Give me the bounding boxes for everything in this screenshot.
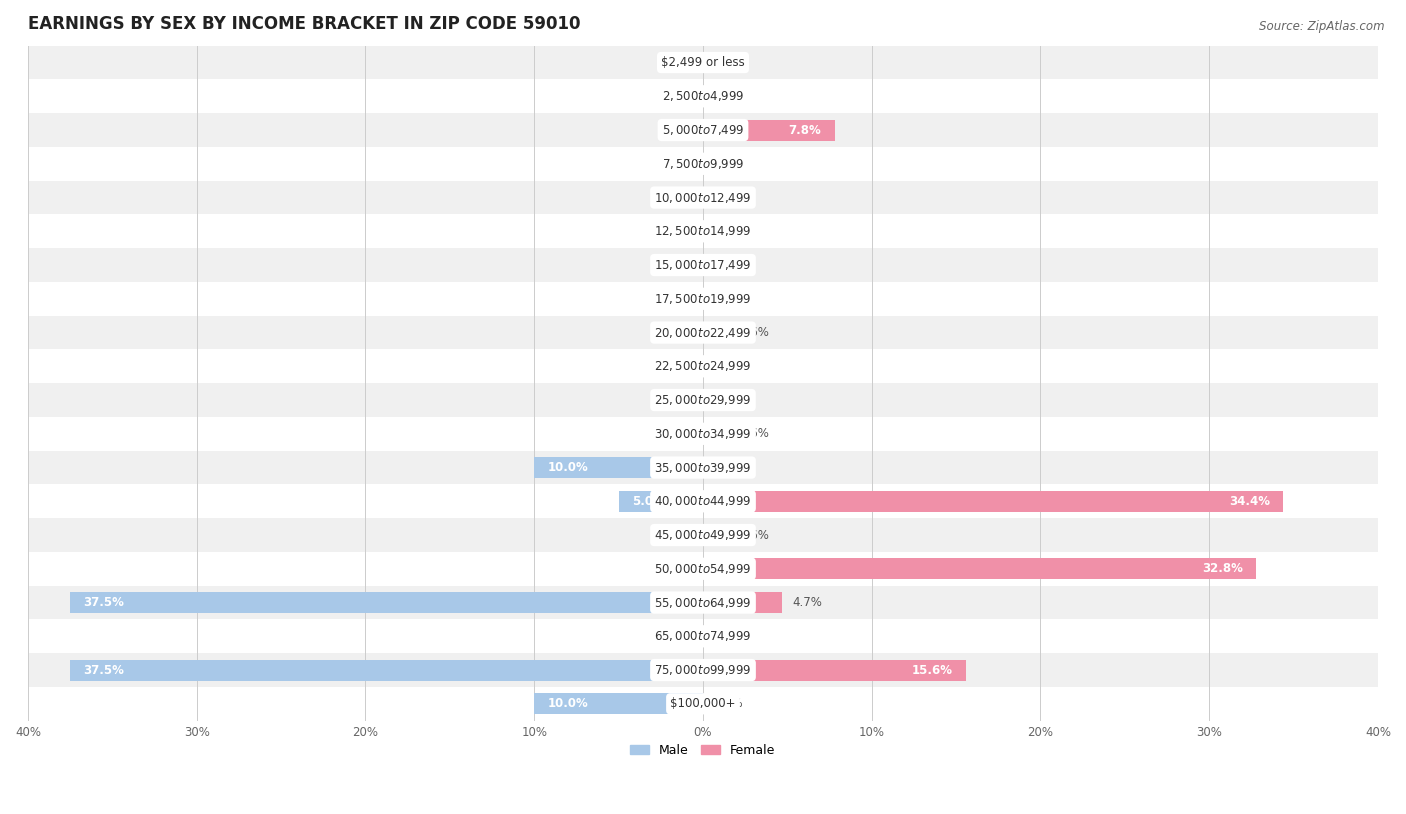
Bar <box>28 552 1378 586</box>
Bar <box>703 322 730 343</box>
Text: 0.0%: 0.0% <box>664 157 693 170</box>
Bar <box>70 592 703 613</box>
Text: 0.0%: 0.0% <box>713 393 742 406</box>
Text: 1.6%: 1.6% <box>740 528 770 541</box>
Bar <box>534 694 703 714</box>
Text: 5.0%: 5.0% <box>633 495 665 508</box>
Bar <box>703 423 730 444</box>
Text: $2,500 to $4,999: $2,500 to $4,999 <box>662 90 744 103</box>
Text: 32.8%: 32.8% <box>1202 562 1243 575</box>
Text: 0.0%: 0.0% <box>713 225 742 238</box>
Text: 0.0%: 0.0% <box>664 90 693 103</box>
Text: 0.0%: 0.0% <box>664 630 693 643</box>
Bar <box>28 46 1378 80</box>
Text: $15,000 to $17,499: $15,000 to $17,499 <box>654 258 752 272</box>
Text: 37.5%: 37.5% <box>84 663 125 676</box>
Text: 0.0%: 0.0% <box>664 326 693 339</box>
Text: $10,000 to $12,499: $10,000 to $12,499 <box>654 190 752 204</box>
Bar <box>28 113 1378 147</box>
Bar <box>28 687 1378 720</box>
Bar <box>703 592 782 613</box>
Text: 15.6%: 15.6% <box>911 663 953 676</box>
Text: 7.8%: 7.8% <box>789 124 821 137</box>
Text: 1.6%: 1.6% <box>740 427 770 440</box>
Text: 10.0%: 10.0% <box>548 698 589 711</box>
Bar <box>28 586 1378 619</box>
Bar <box>703 120 835 141</box>
Text: 0.0%: 0.0% <box>713 157 742 170</box>
Text: $65,000 to $74,999: $65,000 to $74,999 <box>654 629 752 643</box>
Text: $75,000 to $99,999: $75,000 to $99,999 <box>654 663 752 677</box>
Text: 0.0%: 0.0% <box>713 698 742 711</box>
Text: 4.7%: 4.7% <box>793 596 823 609</box>
Bar <box>703 659 966 681</box>
Text: 0.0%: 0.0% <box>664 124 693 137</box>
Bar <box>28 214 1378 248</box>
Text: $40,000 to $44,999: $40,000 to $44,999 <box>654 494 752 508</box>
Bar <box>28 282 1378 316</box>
Text: 0.0%: 0.0% <box>713 56 742 69</box>
Bar <box>28 383 1378 417</box>
Bar <box>534 457 703 478</box>
Text: 0.0%: 0.0% <box>664 56 693 69</box>
Text: 0.0%: 0.0% <box>664 225 693 238</box>
Text: 0.0%: 0.0% <box>664 427 693 440</box>
Text: 0.0%: 0.0% <box>664 562 693 575</box>
Bar <box>28 619 1378 653</box>
Bar <box>28 248 1378 282</box>
Bar <box>28 484 1378 519</box>
Text: $22,500 to $24,999: $22,500 to $24,999 <box>654 359 752 374</box>
Bar <box>28 316 1378 349</box>
Bar <box>28 80 1378 113</box>
Text: $45,000 to $49,999: $45,000 to $49,999 <box>654 528 752 542</box>
Text: 34.4%: 34.4% <box>1229 495 1270 508</box>
Text: 0.0%: 0.0% <box>664 191 693 204</box>
Text: $55,000 to $64,999: $55,000 to $64,999 <box>654 596 752 610</box>
Text: $17,500 to $19,999: $17,500 to $19,999 <box>654 291 752 306</box>
Bar <box>703 558 1257 580</box>
Text: $50,000 to $54,999: $50,000 to $54,999 <box>654 562 752 575</box>
Text: $20,000 to $22,499: $20,000 to $22,499 <box>654 326 752 339</box>
Bar <box>28 147 1378 181</box>
Text: 0.0%: 0.0% <box>664 292 693 305</box>
Text: $7,500 to $9,999: $7,500 to $9,999 <box>662 157 744 171</box>
Text: 0.0%: 0.0% <box>664 393 693 406</box>
Text: $12,500 to $14,999: $12,500 to $14,999 <box>654 225 752 239</box>
Bar <box>28 519 1378 552</box>
Bar <box>703 491 1284 512</box>
Bar <box>70 659 703 681</box>
Text: 37.5%: 37.5% <box>84 596 125 609</box>
Text: $25,000 to $29,999: $25,000 to $29,999 <box>654 393 752 407</box>
Text: 1.6%: 1.6% <box>740 326 770 339</box>
Text: 0.0%: 0.0% <box>713 360 742 373</box>
Bar <box>28 349 1378 383</box>
Text: 0.0%: 0.0% <box>713 292 742 305</box>
Text: EARNINGS BY SEX BY INCOME BRACKET IN ZIP CODE 59010: EARNINGS BY SEX BY INCOME BRACKET IN ZIP… <box>28 15 581 33</box>
Bar <box>28 181 1378 214</box>
Bar <box>619 491 703 512</box>
Text: 0.0%: 0.0% <box>664 528 693 541</box>
Bar <box>703 524 730 545</box>
Text: 10.0%: 10.0% <box>548 461 589 474</box>
Text: 0.0%: 0.0% <box>664 259 693 272</box>
Text: 0.0%: 0.0% <box>713 630 742 643</box>
Text: Source: ZipAtlas.com: Source: ZipAtlas.com <box>1260 20 1385 33</box>
Text: $5,000 to $7,499: $5,000 to $7,499 <box>662 123 744 137</box>
Bar <box>28 451 1378 484</box>
Text: 0.0%: 0.0% <box>713 90 742 103</box>
Text: $35,000 to $39,999: $35,000 to $39,999 <box>654 461 752 475</box>
Text: $30,000 to $34,999: $30,000 to $34,999 <box>654 427 752 441</box>
Text: 0.0%: 0.0% <box>664 360 693 373</box>
Text: $100,000+: $100,000+ <box>671 698 735 711</box>
Text: 0.0%: 0.0% <box>713 191 742 204</box>
Legend: Male, Female: Male, Female <box>626 738 780 762</box>
Bar <box>28 417 1378 451</box>
Text: 0.0%: 0.0% <box>713 259 742 272</box>
Bar <box>28 653 1378 687</box>
Text: 0.0%: 0.0% <box>713 461 742 474</box>
Text: $2,499 or less: $2,499 or less <box>661 56 745 69</box>
